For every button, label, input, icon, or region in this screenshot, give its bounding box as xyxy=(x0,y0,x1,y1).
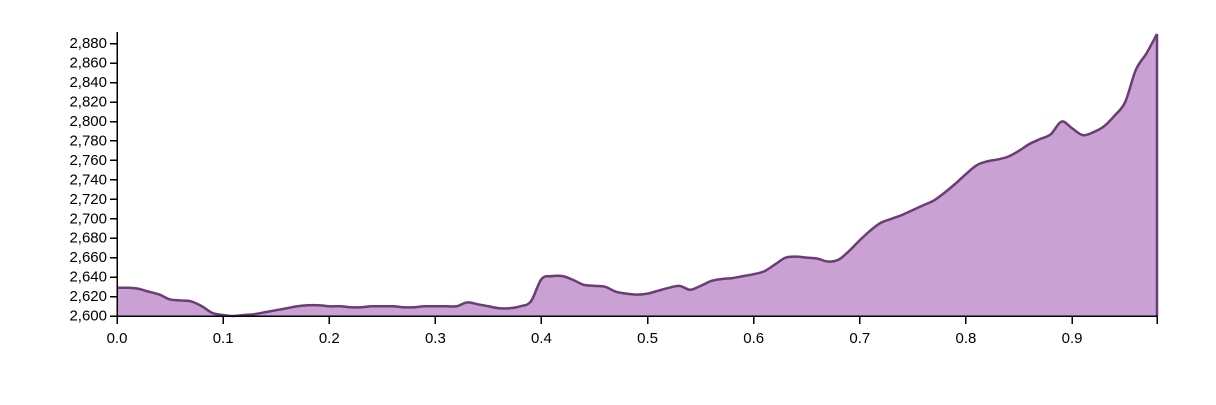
x-axis: 0.0 0.1 0.2 0.3 0.4 0.5 0.6 0.7 0.8 0.9 xyxy=(107,315,1158,347)
x-tick-label: 0.8 xyxy=(956,330,977,347)
x-tick-label: 0.3 xyxy=(425,330,446,347)
area-fill xyxy=(117,34,1157,316)
series-line xyxy=(116,33,1159,318)
x-tick-label: 0.9 xyxy=(1062,330,1083,347)
y-tick-label: 2,720 xyxy=(69,191,107,208)
y-tick-label: 2,620 xyxy=(69,288,107,305)
y-tick-label: 2,880 xyxy=(69,35,107,52)
y-tick-label: 2,840 xyxy=(69,74,107,91)
x-tick-label: 0.2 xyxy=(319,330,340,347)
y-tick-label: 2,700 xyxy=(69,210,107,227)
x-tick-label: 0.6 xyxy=(743,330,764,347)
y-tick-label: 2,660 xyxy=(69,249,107,266)
y-tick-label: 2,760 xyxy=(69,152,107,169)
y-tick-label: 2,800 xyxy=(69,113,107,130)
y-tick-label: 2,820 xyxy=(69,94,107,111)
area-layer xyxy=(116,33,1159,318)
x-tick-label: 0.5 xyxy=(637,330,658,347)
x-tick-label: 0.7 xyxy=(849,330,870,347)
y-tick-label: 2,860 xyxy=(69,55,107,72)
y-tick-label: 2,640 xyxy=(69,269,107,286)
y-tick-label: 2,600 xyxy=(69,308,107,325)
x-tick-label: 0.1 xyxy=(213,330,234,347)
y-tick-label: 2,680 xyxy=(69,230,107,247)
y-tick-label: 2,740 xyxy=(69,171,107,188)
x-tick-label: 0.4 xyxy=(531,330,552,347)
y-axis: 2,600 2,620 2,640 2,660 2,680 2,700 2,720 2,740… xyxy=(69,32,118,325)
x-tick-label: 0.0 xyxy=(107,330,128,347)
y-tick-label: 2,780 xyxy=(69,132,107,149)
